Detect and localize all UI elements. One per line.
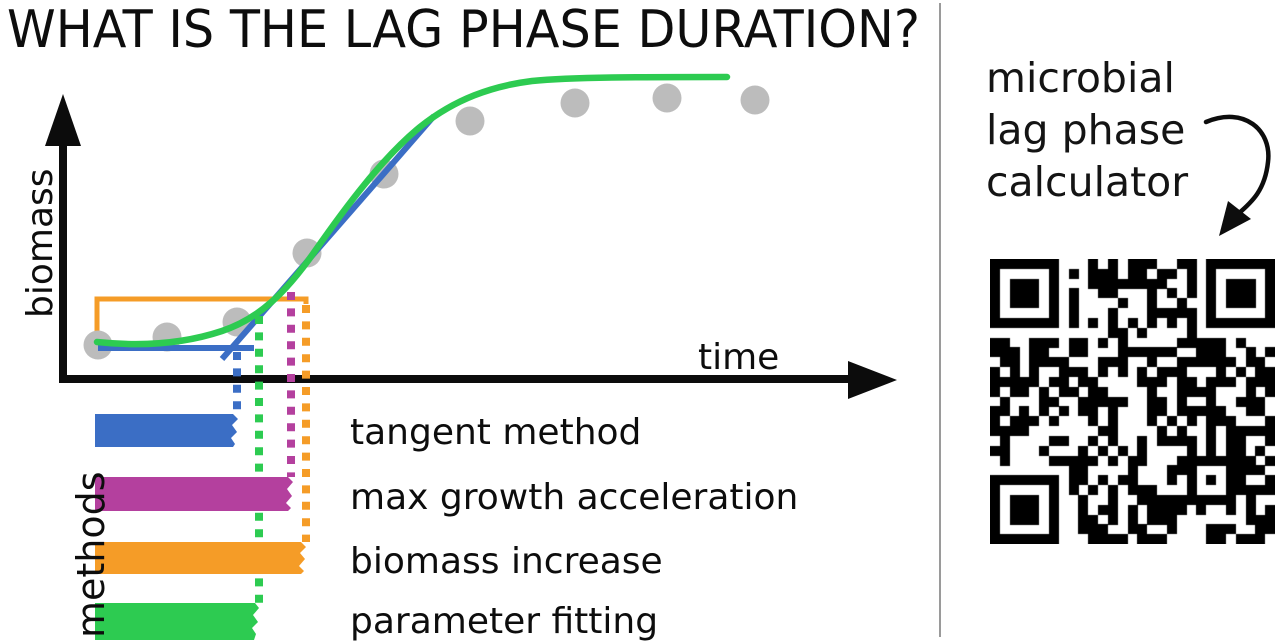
- data-point: [560, 88, 590, 118]
- caption-line-3: calculator: [986, 158, 1189, 206]
- method-bar-max-growth-acceleration: [95, 477, 293, 511]
- qr-code: [990, 259, 1275, 544]
- caption-line-2: lag phase: [986, 106, 1186, 154]
- data-point: [740, 85, 770, 115]
- method-label-tangent-method: tangent method: [350, 412, 641, 453]
- data-point: [455, 106, 485, 136]
- growth-plot: WHAT IS THE LAG PHASE DURATION? biomass …: [7, 0, 920, 642]
- data-point: [292, 238, 322, 268]
- x-axis-label: time: [698, 337, 779, 378]
- growth-curve: [93, 73, 731, 348]
- method-label-biomass-increase: biomass increase: [350, 541, 663, 582]
- y-axis-label: biomass: [20, 168, 61, 318]
- method-label-parameter-fitting: parameter fitting: [350, 601, 658, 642]
- method-label-max-growth-acceleration: max growth acceleration: [350, 477, 798, 518]
- caption-line-1: microbial: [986, 54, 1175, 102]
- curved-arrow-icon: [1203, 114, 1271, 236]
- y-axis-arrow-icon: [45, 94, 81, 146]
- side-caption: microbial lag phase calculator: [986, 52, 1188, 208]
- page-title: WHAT IS THE LAG PHASE DURATION?: [7, 0, 920, 60]
- axes: [45, 94, 897, 399]
- method-bar-tangent-method: [95, 414, 238, 447]
- methods-axis-label: methods: [69, 471, 113, 638]
- biomass-increase-bracket: [94, 296, 309, 343]
- x-axis-arrow-icon: [848, 361, 897, 399]
- method-bar-parameter-fitting: [95, 603, 259, 640]
- section-divider: [939, 3, 941, 637]
- method-bar-biomass-increase: [95, 542, 306, 574]
- data-point: [652, 83, 682, 113]
